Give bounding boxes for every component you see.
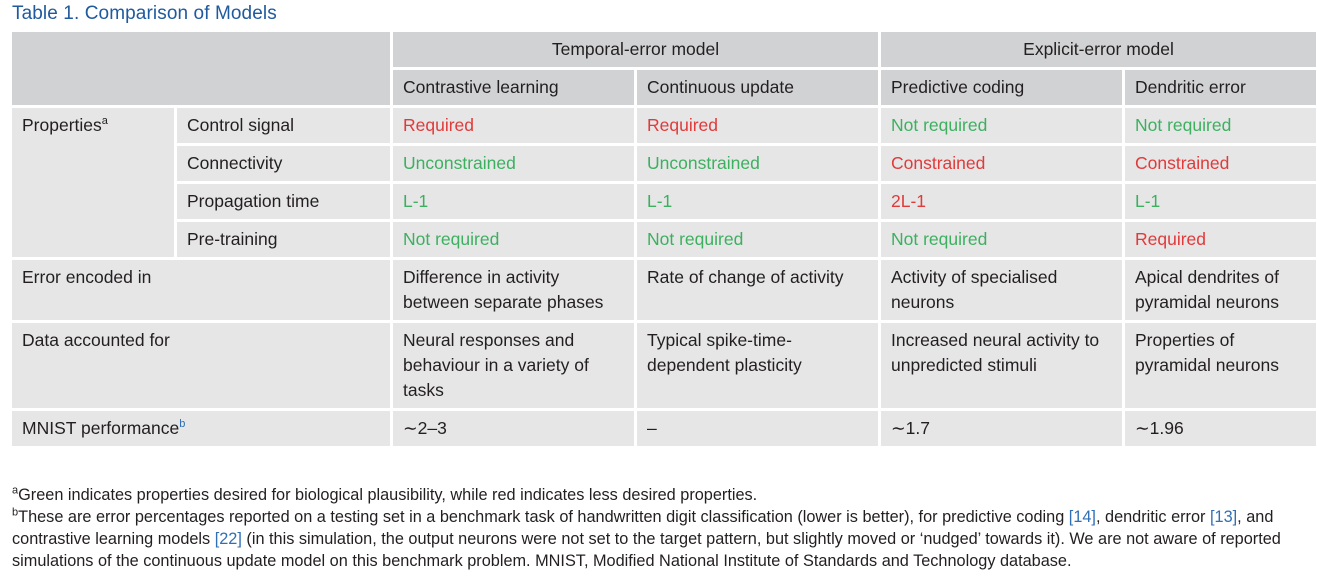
- header-explicit-error: Explicit-error model: [881, 32, 1317, 67]
- footnote-b-text: , and contrastive learning models: [12, 508, 1274, 548]
- table-cell: Not required: [881, 108, 1122, 143]
- row-label: Error encoded in: [12, 260, 390, 320]
- table-cell: Activity of specialised neurons: [881, 260, 1122, 320]
- comparison-table: Temporal-error model Explicit-error mode…: [9, 29, 1317, 449]
- table-cell: Not required: [1125, 108, 1317, 143]
- table-cell: Constrained: [1125, 146, 1317, 181]
- table-cell: Increased neural activity to unpredicted…: [881, 323, 1122, 408]
- table-cell: ∼2–3: [393, 411, 634, 446]
- row-label: Pre-training: [177, 222, 390, 257]
- table-cell: Required: [393, 108, 634, 143]
- table-row: Propagation time L-1 L-1 2L-1 L-1: [12, 184, 1317, 219]
- table-cell: Not required: [881, 222, 1122, 257]
- table-cell: Apical dendrites of pyramidal neurons: [1125, 260, 1317, 320]
- footnote-b-mark: b: [12, 506, 19, 519]
- table-cell: Not required: [637, 222, 878, 257]
- table-cell: –: [637, 411, 878, 446]
- reference-link-22[interactable]: [22]: [214, 530, 242, 548]
- row-label: Connectivity: [177, 146, 390, 181]
- mnist-label-cell: MNIST performanceb: [12, 411, 390, 446]
- table-cell: Rate of change of activity: [637, 260, 878, 320]
- table-cell: Difference in activity between separate …: [393, 260, 634, 320]
- footnote-marker-b[interactable]: b: [179, 418, 186, 431]
- header-column-row: Contrastive learning Continuous update P…: [12, 70, 1317, 105]
- reference-link-13[interactable]: [13]: [1209, 508, 1238, 526]
- footnotes: aGreen indicates properties desired for …: [12, 484, 1312, 572]
- row-label: Data accounted for: [12, 323, 390, 408]
- footnote-b-text: These are error percentages reported on …: [18, 508, 1069, 526]
- table-cell: ∼1.96: [1125, 411, 1317, 446]
- row-label: Propagation time: [177, 184, 390, 219]
- column-header: Predictive coding: [881, 70, 1122, 105]
- table-cell: Unconstrained: [393, 146, 634, 181]
- table-cell: L-1: [637, 184, 878, 219]
- table-cell: Constrained: [881, 146, 1122, 181]
- properties-label: Properties: [22, 115, 102, 135]
- table-row: Pre-training Not required Not required N…: [12, 222, 1317, 257]
- table-row: Error encoded in Difference in activity …: [12, 260, 1317, 320]
- footnote-marker-a: a: [101, 115, 108, 128]
- table-cell: Typical spike-time-dependent plasticity: [637, 323, 878, 408]
- header-group-row: Temporal-error model Explicit-error mode…: [12, 32, 1317, 105]
- table-cell: 2L-1: [881, 184, 1122, 219]
- footnote-a-text: Green indicates properties desired for b…: [18, 486, 758, 504]
- header-temporal-error: Temporal-error model: [393, 32, 878, 67]
- column-header: Dendritic error: [1125, 70, 1317, 105]
- footnote-a: aGreen indicates properties desired for …: [12, 484, 1312, 506]
- table-cell: ∼1.7: [881, 411, 1122, 446]
- column-header: Contrastive learning: [393, 70, 634, 105]
- table-cell: Not required: [393, 222, 634, 257]
- table-cell: Unconstrained: [637, 146, 878, 181]
- table-cell: Required: [637, 108, 878, 143]
- footnote-b: bThese are error percentages reported on…: [12, 506, 1312, 572]
- table-row: Data accounted for Neural responses and …: [12, 323, 1317, 408]
- table-cell: Neural responses and behaviour in a vari…: [393, 323, 634, 408]
- footnote-b-text: , dendritic error: [1095, 508, 1210, 526]
- header-corner-cell: [12, 32, 390, 105]
- table-row: Connectivity Unconstrained Unconstrained…: [12, 146, 1317, 181]
- table-row: MNIST performanceb ∼2–3 – ∼1.7 ∼1.96: [12, 411, 1317, 446]
- table-cell: Properties of pyramidal neurons: [1125, 323, 1317, 408]
- row-label: Control signal: [177, 108, 390, 143]
- reference-link-14[interactable]: [14]: [1068, 508, 1096, 526]
- table-cell: L-1: [1125, 184, 1317, 219]
- footnote-b-text: (in this simulation, the output neurons …: [12, 530, 1281, 570]
- properties-label-cell: Propertiesa: [12, 108, 174, 257]
- column-header: Continuous update: [637, 70, 878, 105]
- table-cell: L-1: [393, 184, 634, 219]
- row-label: MNIST performance: [22, 418, 180, 438]
- table-row: Propertiesa Control signal Required Requ…: [12, 108, 1317, 257]
- table-cell: Required: [1125, 222, 1317, 257]
- table-title: Table 1. Comparison of Models: [12, 3, 277, 24]
- footnote-a-mark: a: [12, 484, 19, 497]
